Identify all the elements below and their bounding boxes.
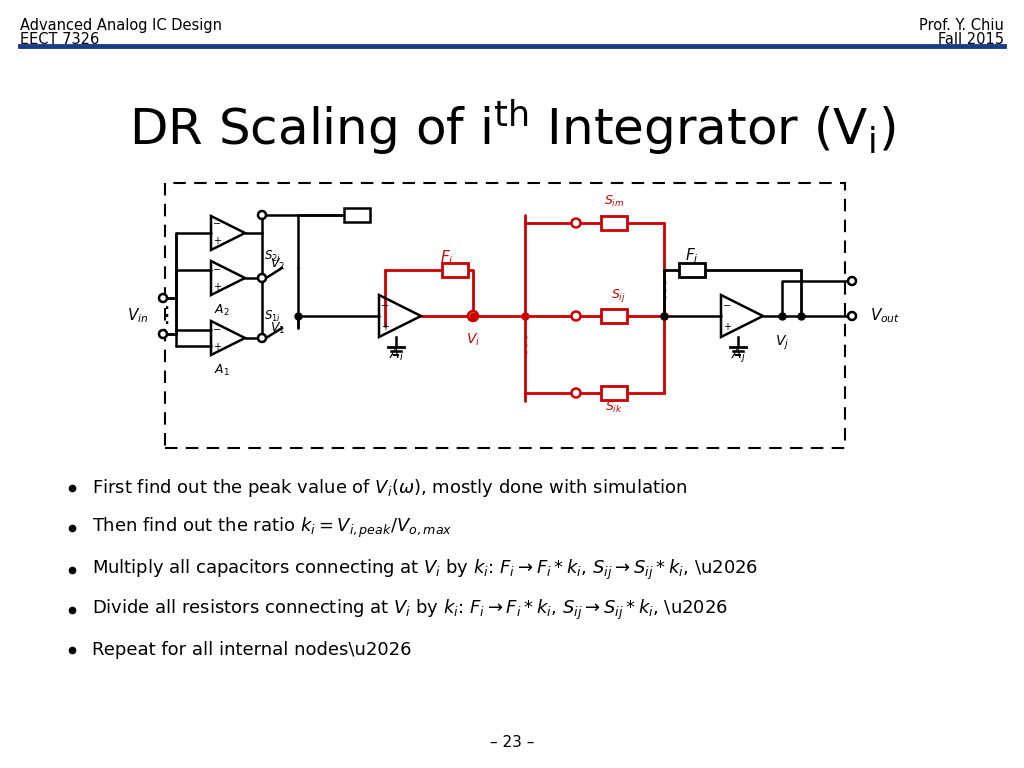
Text: $V_2$: $V_2$ (270, 257, 285, 272)
Text: −: − (213, 220, 221, 230)
Circle shape (159, 294, 167, 302)
Text: $V_i$: $V_i$ (466, 332, 480, 349)
Text: −: − (723, 300, 731, 310)
Circle shape (258, 211, 266, 219)
Circle shape (571, 219, 581, 227)
Text: $V_{in}$: $V_{in}$ (127, 306, 148, 326)
Circle shape (848, 312, 856, 320)
Bar (601, 309, 627, 323)
Bar (344, 208, 370, 222)
Text: +: + (723, 322, 731, 332)
Text: DR Scaling of i$^{\mathsf{th}}$ Integrator (V$_{\mathsf{i}}$): DR Scaling of i$^{\mathsf{th}}$ Integrat… (129, 98, 895, 158)
Text: Divide all resistors connecting at $V_i$ by $k_i$: $F_i \rightarrow F_i*k_i$, $S: Divide all resistors connecting at $V_i$… (92, 598, 728, 622)
Text: ⋮: ⋮ (155, 306, 177, 326)
Text: Then find out the ratio $k_i = V_{i,peak}/V_{o,max}$: Then find out the ratio $k_i = V_{i,peak… (92, 516, 453, 540)
Text: $A_1$: $A_1$ (214, 363, 230, 378)
Text: $S_{ik}$: $S_{ik}$ (605, 400, 623, 415)
Text: ⋮: ⋮ (653, 281, 675, 301)
Circle shape (258, 334, 266, 342)
Text: $S_{ij}$: $S_{ij}$ (610, 287, 626, 304)
Bar (442, 263, 468, 277)
Circle shape (258, 274, 266, 282)
Text: +: + (213, 237, 221, 247)
Bar (165, 183, 845, 448)
Text: +: + (213, 342, 221, 352)
Text: ⋮: ⋮ (514, 336, 537, 356)
Text: $S_{im}$: $S_{im}$ (604, 194, 625, 209)
Text: $S_{1i}$: $S_{1i}$ (263, 309, 281, 324)
Text: Prof. Y. Chiu: Prof. Y. Chiu (920, 18, 1004, 33)
Circle shape (571, 312, 581, 320)
Text: $A_j$: $A_j$ (730, 347, 745, 366)
Circle shape (571, 389, 581, 398)
Text: $F_i$: $F_i$ (440, 248, 454, 266)
Text: – 23 –: – 23 – (489, 735, 535, 750)
Text: $F_j$: $F_j$ (685, 246, 698, 266)
Text: Multiply all capacitors connecting at $V_i$ by $k_i$: $F_i \rightarrow F_i*k_i$,: Multiply all capacitors connecting at $V… (92, 558, 758, 582)
Text: −: − (381, 300, 389, 310)
Circle shape (848, 277, 856, 285)
Circle shape (159, 330, 167, 338)
Text: Fall 2015: Fall 2015 (938, 32, 1004, 47)
Circle shape (468, 311, 478, 321)
Text: $A_i$: $A_i$ (388, 347, 403, 363)
Text: +: + (381, 322, 389, 332)
Text: Advanced Analog IC Design: Advanced Analog IC Design (20, 18, 222, 33)
Text: −: − (213, 264, 221, 274)
Text: EECT 7326: EECT 7326 (20, 32, 99, 47)
Bar (601, 216, 627, 230)
Text: $V_{out}$: $V_{out}$ (870, 306, 900, 326)
Bar (679, 263, 705, 277)
Text: $S_{2i}$: $S_{2i}$ (263, 249, 281, 264)
Text: First find out the peak value of $V_i(\omega)$, mostly done with simulation: First find out the peak value of $V_i(\o… (92, 477, 687, 499)
Text: Repeat for all internal nodes\u2026: Repeat for all internal nodes\u2026 (92, 641, 412, 659)
Text: $V_j$: $V_j$ (775, 334, 790, 353)
Bar (601, 386, 627, 400)
Text: +: + (213, 282, 221, 292)
Text: −: − (213, 325, 221, 335)
Text: $A_2$: $A_2$ (214, 303, 230, 318)
Text: $V_1$: $V_1$ (270, 321, 286, 336)
